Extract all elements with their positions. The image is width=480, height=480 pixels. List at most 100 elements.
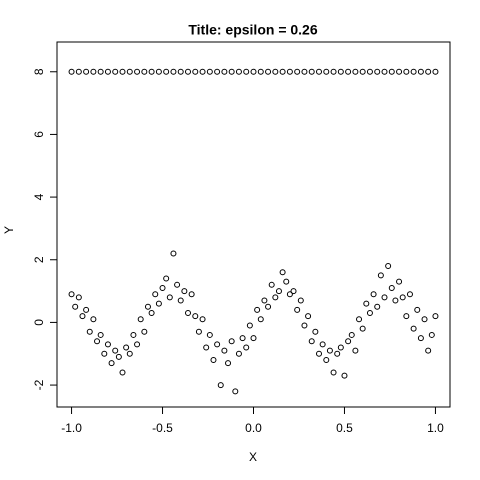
point bbox=[243, 344, 250, 351]
point bbox=[417, 68, 424, 75]
point bbox=[356, 316, 363, 323]
point bbox=[403, 313, 410, 320]
point bbox=[112, 347, 119, 354]
x-tick-label: 0.0 bbox=[245, 421, 262, 435]
point bbox=[141, 68, 148, 75]
point bbox=[228, 338, 235, 345]
point bbox=[126, 68, 133, 75]
point bbox=[104, 341, 111, 348]
point bbox=[366, 310, 373, 317]
point bbox=[396, 278, 403, 285]
point bbox=[308, 338, 315, 345]
point bbox=[268, 281, 275, 288]
point bbox=[144, 303, 151, 310]
point bbox=[123, 344, 130, 351]
point bbox=[352, 347, 359, 354]
point bbox=[250, 68, 257, 75]
point bbox=[403, 68, 410, 75]
point bbox=[348, 331, 355, 338]
point bbox=[414, 306, 421, 313]
point bbox=[217, 382, 224, 389]
point bbox=[257, 68, 264, 75]
y-axis-label: Y bbox=[2, 226, 16, 234]
point bbox=[148, 68, 155, 75]
point bbox=[170, 250, 177, 257]
point bbox=[425, 347, 432, 354]
point bbox=[257, 316, 264, 323]
point bbox=[137, 316, 144, 323]
point bbox=[126, 350, 133, 357]
point bbox=[174, 281, 181, 288]
point bbox=[119, 369, 126, 376]
point bbox=[381, 294, 388, 301]
point bbox=[316, 350, 322, 357]
point bbox=[312, 328, 319, 335]
y-tick-label: 0 bbox=[32, 319, 46, 326]
y-tick-label: 6 bbox=[32, 131, 46, 138]
point bbox=[228, 68, 235, 75]
point bbox=[385, 263, 392, 270]
point bbox=[75, 68, 82, 75]
point bbox=[214, 341, 221, 348]
point bbox=[305, 313, 312, 320]
y-tick-label: -2 bbox=[32, 379, 46, 390]
chart-title: Title: epsilon = 0.26 bbox=[188, 22, 318, 38]
point bbox=[119, 68, 126, 75]
point bbox=[130, 331, 137, 338]
point bbox=[235, 350, 242, 357]
point bbox=[272, 294, 279, 301]
point bbox=[246, 322, 253, 329]
point bbox=[79, 313, 86, 320]
point bbox=[275, 288, 282, 295]
point bbox=[432, 68, 439, 75]
point bbox=[283, 278, 290, 285]
point bbox=[337, 344, 344, 351]
point bbox=[330, 68, 337, 75]
point bbox=[286, 291, 293, 298]
point bbox=[134, 341, 141, 348]
point bbox=[104, 68, 111, 75]
x-tick-label: 1.0 bbox=[427, 421, 444, 435]
point bbox=[72, 303, 79, 310]
point bbox=[68, 68, 75, 75]
point bbox=[297, 297, 304, 304]
point bbox=[225, 360, 232, 367]
point bbox=[294, 68, 301, 75]
point bbox=[177, 68, 184, 75]
point bbox=[330, 369, 337, 376]
point bbox=[323, 68, 330, 75]
point bbox=[108, 360, 115, 367]
point bbox=[410, 325, 417, 332]
point bbox=[272, 68, 279, 75]
y-tick-label: 2 bbox=[32, 256, 46, 263]
point bbox=[345, 68, 352, 75]
point bbox=[155, 68, 162, 75]
point bbox=[319, 341, 326, 348]
point bbox=[214, 68, 221, 75]
point bbox=[83, 68, 90, 75]
point bbox=[68, 291, 75, 298]
point bbox=[370, 291, 377, 298]
point bbox=[170, 68, 177, 75]
point bbox=[301, 68, 308, 75]
point bbox=[352, 68, 359, 75]
point bbox=[206, 331, 213, 338]
point bbox=[97, 331, 104, 338]
point bbox=[374, 68, 381, 75]
point bbox=[323, 357, 330, 364]
point bbox=[232, 388, 239, 395]
point bbox=[163, 275, 170, 282]
y-tick-label: 8 bbox=[32, 68, 46, 75]
point bbox=[425, 68, 432, 75]
point bbox=[410, 68, 417, 75]
point bbox=[265, 303, 272, 310]
point bbox=[159, 284, 166, 291]
point bbox=[195, 328, 202, 335]
point bbox=[192, 313, 199, 320]
point bbox=[294, 306, 301, 313]
point bbox=[97, 68, 104, 75]
point bbox=[399, 294, 406, 301]
point bbox=[243, 68, 250, 75]
point bbox=[290, 288, 297, 295]
plot-box bbox=[56, 41, 451, 408]
